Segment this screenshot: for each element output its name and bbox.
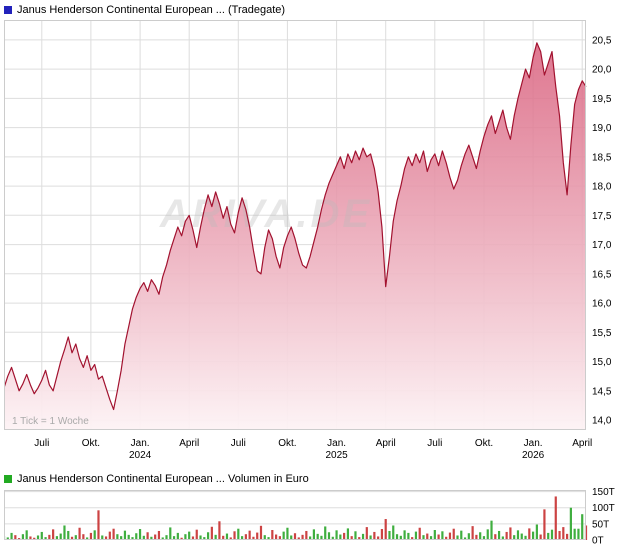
svg-text:0T: 0T xyxy=(592,536,604,545)
svg-text:50T: 50T xyxy=(592,519,609,530)
svg-text:15,0: 15,0 xyxy=(592,357,612,368)
svg-text:April: April xyxy=(376,438,396,449)
volume-legend-marker-icon xyxy=(4,475,12,483)
svg-text:17,0: 17,0 xyxy=(592,240,612,251)
svg-text:Juli: Juli xyxy=(427,438,442,449)
svg-text:Juli: Juli xyxy=(231,438,246,449)
svg-text:Okt.: Okt. xyxy=(475,438,493,449)
svg-text:April: April xyxy=(179,438,199,449)
svg-text:Jan.: Jan. xyxy=(131,438,150,449)
svg-text:14,5: 14,5 xyxy=(592,386,612,397)
svg-text:Jan.: Jan. xyxy=(524,438,543,449)
svg-text:2026: 2026 xyxy=(522,450,545,461)
svg-text:20,0: 20,0 xyxy=(592,65,612,76)
svg-text:17,5: 17,5 xyxy=(592,211,612,222)
svg-text:April: April xyxy=(572,438,592,449)
svg-text:19,5: 19,5 xyxy=(592,94,612,105)
watermark: ARIVA.DE xyxy=(159,192,372,236)
svg-text:15,5: 15,5 xyxy=(592,328,612,339)
tick-interval-note: 1 Tick = 1 Woche xyxy=(12,416,89,427)
svg-text:19,0: 19,0 xyxy=(592,123,612,134)
volume-chart-title: Janus Henderson Continental European ...… xyxy=(17,473,309,485)
svg-text:Jan.: Jan. xyxy=(327,438,346,449)
svg-text:14,0: 14,0 xyxy=(592,416,612,427)
price-chart-title: Janus Henderson Continental European ...… xyxy=(17,4,286,16)
svg-text:Okt.: Okt. xyxy=(278,438,296,449)
svg-text:16,0: 16,0 xyxy=(592,299,612,310)
svg-text:16,5: 16,5 xyxy=(592,269,612,280)
volume-chart-legend: Janus Henderson Continental European ...… xyxy=(4,473,309,485)
svg-text:2025: 2025 xyxy=(325,450,348,461)
price-chart-legend: Janus Henderson Continental European ...… xyxy=(4,4,285,16)
svg-text:100T: 100T xyxy=(592,503,615,514)
svg-text:18,5: 18,5 xyxy=(592,152,612,163)
svg-text:20,5: 20,5 xyxy=(592,35,612,46)
svg-text:Okt.: Okt. xyxy=(82,438,100,449)
svg-text:150T: 150T xyxy=(592,487,615,498)
svg-text:2024: 2024 xyxy=(129,450,152,461)
svg-text:Juli: Juli xyxy=(34,438,49,449)
volume-chart-canvas[interactable]: 150T 100T 50T 0T xyxy=(4,486,620,544)
price-legend-marker-icon xyxy=(4,6,12,14)
price-chart-canvas[interactable]: ARIVA.DE 20,5 20,0 19,5 19,0 18,5 18,0 17,5 17,0… xyxy=(4,20,620,468)
svg-text:18,0: 18,0 xyxy=(592,182,612,193)
